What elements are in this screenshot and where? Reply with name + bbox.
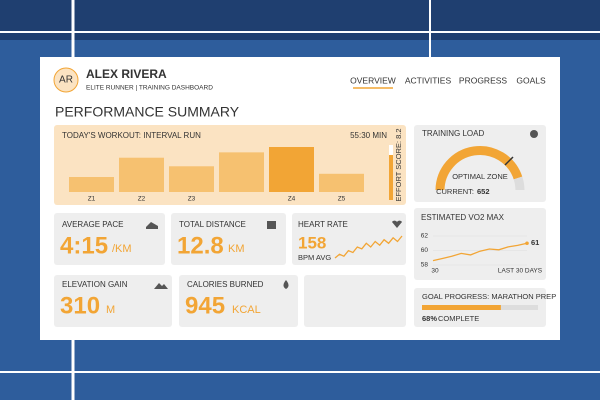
zone-bar <box>69 177 114 192</box>
metric-card <box>292 213 406 265</box>
heart-icon <box>392 220 402 228</box>
goal-percent: 68% <box>422 314 437 323</box>
avatar-initials: AR <box>59 75 73 86</box>
nav-item[interactable]: OVERVIEW <box>350 75 396 85</box>
nav-item[interactable]: PROGRESS <box>459 75 508 85</box>
metric-unit: /KM <box>112 243 132 255</box>
metric-label: TOTAL DISTANCE <box>179 220 246 229</box>
current-value: 652 <box>477 187 490 196</box>
goal-fill <box>422 305 501 310</box>
shoe-icon <box>146 222 158 229</box>
y-tick-label: 62 <box>421 233 429 240</box>
vo2-line <box>432 242 528 262</box>
heart-rate-line <box>334 235 403 259</box>
zone-label: Z1 <box>88 196 96 203</box>
metric-label: ELEVATION GAIN <box>62 280 128 289</box>
workout-title: TODAY'S WORKOUT: INTERVAL RUN <box>62 131 201 140</box>
metric-unit: BPM AVG <box>298 253 331 262</box>
metric-card <box>179 275 298 327</box>
zone-chart: Z1 Z2 Z3 Z4 Z5 <box>69 147 364 203</box>
net-area <box>0 0 600 40</box>
effort-fill <box>389 155 393 200</box>
metric-value: 945 <box>185 292 225 319</box>
vo2-panel <box>414 208 546 280</box>
user-name: ALEX RIVERA <box>86 67 167 81</box>
gauge-icon <box>530 130 538 138</box>
zone-bar <box>269 147 314 192</box>
zone-bar <box>319 173 364 192</box>
current-label: CURRENT: <box>436 187 474 196</box>
metric-label: AVERAGE PACE <box>62 220 124 229</box>
metric-label: CALORIES BURNED <box>187 280 264 289</box>
effort-score: EFFORT SCORE: 8.2 <box>394 128 403 201</box>
x-label: 30 <box>431 268 439 275</box>
workout-duration: 55:30 MIN <box>350 131 387 140</box>
vo2-title: ESTIMATED VO2 MAX <box>421 213 505 222</box>
zone-label: Z3 <box>188 196 196 203</box>
zone-bar <box>119 157 164 192</box>
metric-value: 12.8 <box>177 232 224 259</box>
flame-icon <box>283 280 289 289</box>
zone-bar <box>169 166 214 192</box>
nav-item[interactable]: GOALS <box>516 75 546 85</box>
avatar <box>53 67 79 93</box>
metric-value: 158 <box>298 233 326 252</box>
nav-item[interactable]: ACTIVITIES <box>405 75 452 85</box>
zone-bar <box>219 152 264 192</box>
mountain-icon <box>154 283 168 289</box>
y-tick-label: 58 <box>421 262 429 269</box>
gauge-track <box>513 176 525 191</box>
training-load-title: TRAINING LOAD <box>422 129 484 138</box>
metric-unit: KM <box>228 243 245 255</box>
map-icon <box>267 221 276 229</box>
metric-unit: M <box>106 304 115 316</box>
metric-value: 4:15 <box>60 232 108 259</box>
goal-title: GOAL PROGRESS: MARATHON PREP <box>422 292 556 301</box>
gauge-arc <box>435 145 523 191</box>
empty-card <box>304 275 406 327</box>
zone-label: Z5 <box>338 196 346 203</box>
metric-value: 310 <box>60 292 100 319</box>
page-title: PERFORMANCE SUMMARY <box>55 104 240 120</box>
vo2-end-point <box>525 241 529 246</box>
training-load-panel <box>414 125 546 202</box>
metric-label: HEART RATE <box>298 220 348 229</box>
metric-card <box>171 213 286 265</box>
zone-label: Z4 <box>288 196 296 203</box>
metric-card <box>54 213 165 265</box>
metric-unit: KCAL <box>232 304 261 316</box>
user-subtitle: ELITE RUNNER | TRAINING DASHBOARD <box>86 85 213 92</box>
zone-label: Z2 <box>138 196 146 203</box>
vo2-end-label: 61 <box>531 238 539 247</box>
x-label: LAST 30 DAYS <box>498 268 543 275</box>
y-tick-label: 60 <box>421 247 429 254</box>
gauge-needle <box>504 156 514 166</box>
gauge-zone: OPTIMAL ZONE <box>452 172 508 181</box>
goal-status: COMPLETE <box>438 314 479 323</box>
heart-rate-trend <box>334 235 403 259</box>
vo2-chart: 58 60 62 61 30 LAST 30 DAYS <box>421 233 543 275</box>
metric-card <box>54 275 172 327</box>
